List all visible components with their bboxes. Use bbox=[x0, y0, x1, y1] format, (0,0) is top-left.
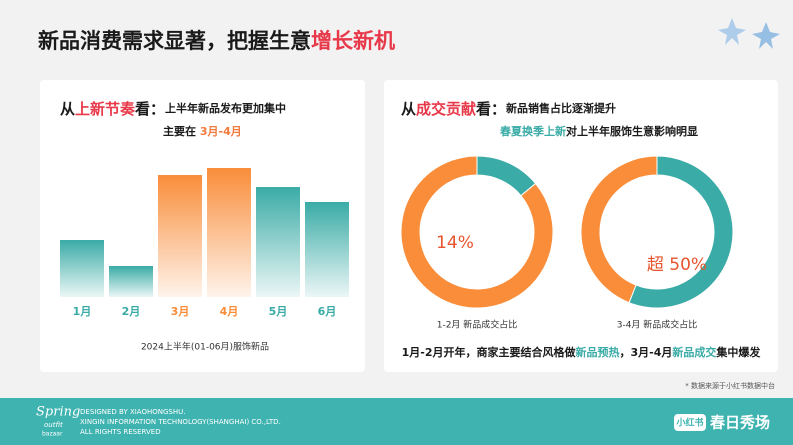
left-card bbox=[40, 80, 365, 372]
flowers bbox=[718, 18, 780, 49]
logo: Spring bbox=[36, 405, 80, 420]
bar bbox=[305, 202, 349, 297]
x-tick-label: 6月 bbox=[318, 305, 337, 318]
heading-part: 从 bbox=[60, 100, 75, 118]
chart-caption: 3-4月 新品成交占比 bbox=[617, 319, 698, 331]
bar bbox=[207, 168, 251, 297]
x-tick-label: 5月 bbox=[269, 305, 288, 318]
title-highlight: 增长新机 bbox=[311, 29, 395, 53]
donut-segment bbox=[400, 155, 554, 309]
title-main: 新品消费需求显著，把握生意 bbox=[38, 29, 311, 53]
chart-caption: 2024上半年(01-06月)服饰新品 bbox=[141, 341, 269, 353]
x-tick-label: 2月 bbox=[122, 305, 141, 318]
subline-text: 对上半年服饰生意影响明显 bbox=[566, 124, 698, 138]
x-tick-label: 1月 bbox=[73, 305, 92, 318]
subline-text: 主要在 bbox=[163, 124, 200, 138]
donut-segment bbox=[628, 155, 734, 309]
badge: 小红书 bbox=[675, 417, 703, 429]
heading-highlight: 上新节奏 bbox=[75, 100, 136, 118]
right-heading: 从成交贡献看：新品销售占比逐渐提升 bbox=[401, 100, 616, 118]
x-tick-label: 4月 bbox=[220, 305, 239, 318]
logo: bazaar bbox=[42, 431, 63, 438]
right-subline: 春夏换季上新对上半年服饰生意影响明显 bbox=[500, 124, 698, 138]
credit: ALL RIGHTS RESERVED bbox=[80, 428, 161, 436]
subline-highlight: 春夏换季上新 bbox=[500, 124, 566, 138]
heading-line: 新品销售占比逐渐提升 bbox=[506, 101, 616, 115]
summary-text: 1月-2月开年，商家主要结合风格做 bbox=[402, 345, 577, 359]
summary-highlight: 新品成交 bbox=[672, 345, 716, 359]
heading-highlight: 成交贡献 bbox=[416, 100, 476, 118]
heading-part: 从 bbox=[401, 100, 416, 118]
left-subline: 主要在 3月-4月 bbox=[163, 124, 242, 138]
donut-annotation: 14% bbox=[436, 233, 474, 253]
badge-box bbox=[674, 414, 706, 431]
summary-text: 集中爆发 bbox=[715, 345, 761, 359]
brand: 春日秀场 bbox=[710, 414, 770, 432]
bar bbox=[256, 187, 300, 297]
title: 新品消费需求显著，把握生意增长新机 bbox=[38, 29, 395, 53]
heading-line: 上半年新品发布更加集中 bbox=[165, 101, 286, 115]
heading-part: 看： bbox=[476, 100, 506, 118]
bar bbox=[60, 240, 104, 297]
footnote: * 数据来源于小红书数据中台 bbox=[685, 381, 775, 390]
logo: outfit bbox=[44, 421, 63, 429]
x-tick-label: 3月 bbox=[171, 305, 190, 318]
summary-text: ，3月-4月 bbox=[620, 346, 673, 359]
heading-part: 看： bbox=[135, 100, 165, 118]
bar bbox=[158, 175, 202, 297]
donut-annotation: 超 50% bbox=[647, 255, 707, 275]
credit: DESIGNED BY XIAOHONGSHU. bbox=[80, 408, 185, 416]
chart-caption: 1-2月 新品成交占比 bbox=[437, 319, 518, 331]
donut-segment bbox=[580, 155, 658, 304]
subline-highlight: 3月-4月 bbox=[200, 125, 242, 138]
credit: XINGIN INFORMATION TECHNOLOGY(SHANGHAI) … bbox=[80, 418, 281, 426]
bar bbox=[109, 266, 153, 297]
footer-bar bbox=[0, 398, 793, 445]
left-heading: 从上新节奏看：上半年新品发布更加集中 bbox=[60, 100, 286, 118]
summary: 1月-2月开年，商家主要结合风格做新品预热，3月-4月新品成交集中爆发 bbox=[402, 345, 762, 359]
summary-highlight: 新品预热 bbox=[576, 345, 620, 359]
